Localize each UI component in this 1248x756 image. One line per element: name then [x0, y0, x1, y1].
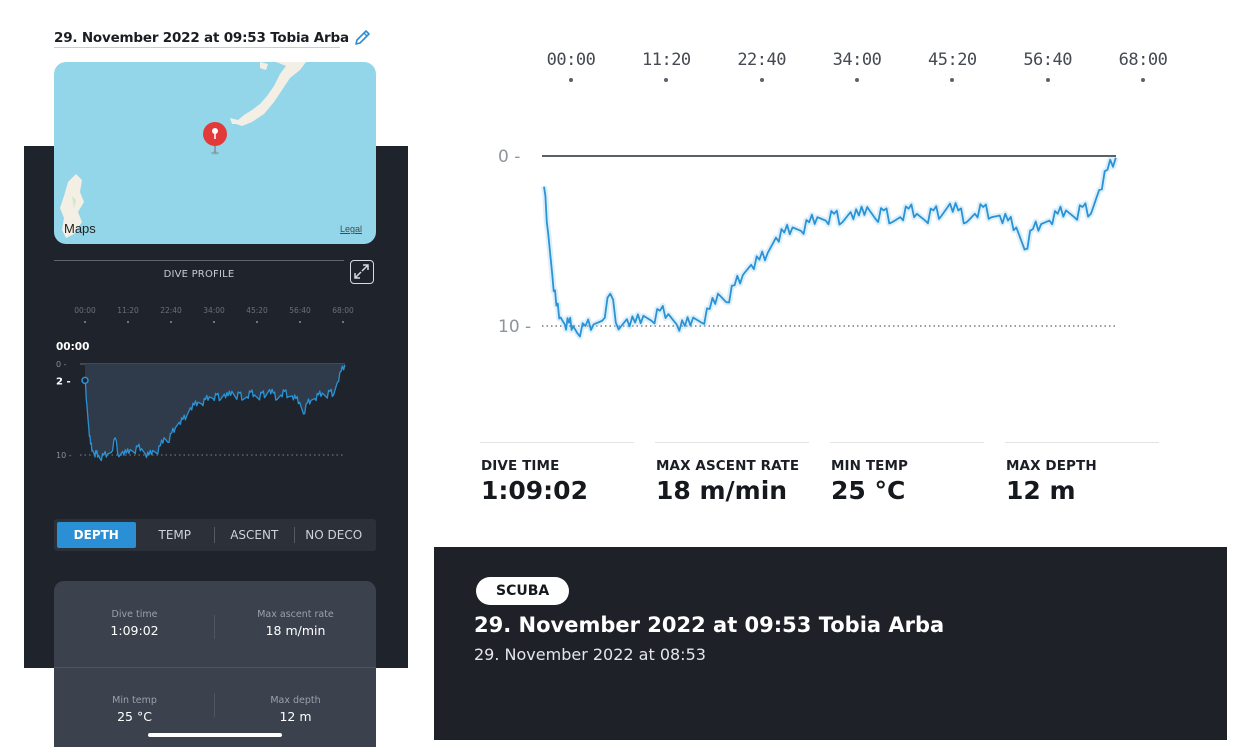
small-time-tick-dot: [256, 321, 258, 323]
metric-value: 1:09:02: [481, 476, 588, 505]
stat-value: 18 m/min: [265, 623, 326, 638]
tab-no-deco[interactable]: NO DECO: [305, 528, 363, 542]
time-tick-label: 56:40: [1023, 50, 1072, 70]
time-tick-label: 00:00: [546, 50, 596, 70]
small-time-tick-label: 45:20: [246, 306, 268, 315]
cursor-depth-label: 2 -: [56, 376, 71, 387]
time-tick-dot: [1141, 78, 1145, 82]
metric-divider: [1005, 442, 1159, 443]
small-time-tick-label: 00:00: [74, 306, 96, 315]
tab-separator: [293, 527, 295, 543]
stat-label: Max depth: [270, 695, 321, 706]
tab-ascent[interactable]: ASCENT: [230, 528, 279, 542]
stat-value: 25 °C: [117, 709, 152, 724]
phone-dive-title: 29. November 2022 at 09:53 Tobia Arba: [54, 30, 349, 46]
time-tick-dot: [855, 78, 859, 82]
metric-max-depth: MAX DEPTH 12 m: [1006, 458, 1097, 505]
dive-location-map[interactable]: Maps Legal: [54, 62, 376, 244]
metric-label: MIN TEMP: [831, 458, 909, 474]
time-tick-label: 34:00: [832, 50, 882, 70]
metric-label: MAX ASCENT RATE: [656, 458, 800, 474]
y-axis-label: 0 -: [56, 360, 67, 369]
time-tick-dot: [569, 78, 573, 82]
time-tick-label: 68:00: [1118, 50, 1168, 70]
metric-max-ascent-rate: MAX ASCENT RATE 18 m/min: [656, 458, 799, 505]
tab-temp[interactable]: TEMP: [158, 528, 191, 542]
stat-value: 12 m: [279, 709, 312, 724]
dive-type-badge: SCUBA: [476, 577, 570, 605]
profile-area: [85, 364, 345, 461]
dive-header-footer: SCUBA 29. November 2022 at 09:53 Tobia A…: [434, 547, 1227, 740]
metric-divider: [480, 442, 634, 443]
title-underline: [54, 47, 340, 48]
y-axis-label: 10 -: [498, 317, 531, 337]
small-time-tick-dot: [170, 321, 172, 323]
time-tick-dot: [1045, 78, 1050, 82]
small-time-tick-label: 68:00: [332, 306, 354, 315]
maps-logo: Maps: [64, 221, 96, 236]
small-time-tick-dot: [127, 321, 129, 323]
stat-max-ascent-rate: Max ascent rate 18 m/min: [215, 609, 376, 638]
metric-value: 12 m: [1006, 476, 1076, 505]
small-time-tick-dot: [84, 321, 86, 323]
stat-label: Max ascent rate: [257, 609, 334, 620]
depth-profile-line: [543, 157, 1117, 338]
time-tick-label: 22:40: [737, 50, 786, 70]
profile-glow: [541, 156, 1119, 340]
time-tick-dot: [759, 78, 764, 82]
metric-dive-time: DIVE TIME 1:09:02: [481, 458, 588, 505]
stat-max-depth: Max depth 12 m: [215, 695, 376, 724]
tab-depth[interactable]: DEPTH: [57, 522, 136, 548]
map-pin-icon[interactable]: [200, 120, 230, 156]
stats-divider: [54, 667, 376, 668]
expand-icon: [354, 264, 369, 279]
y-axis-label: 0 -: [498, 147, 520, 167]
stats-divider: [214, 693, 215, 717]
home-indicator[interactable]: [148, 733, 282, 737]
time-tick-label: 11:20: [641, 50, 691, 70]
stat-dive-time: Dive time 1:09:02: [54, 609, 215, 638]
map-land-shapes: [60, 62, 306, 238]
dive-subtitle: 29. November 2022 at 08:53: [474, 645, 706, 664]
metric-label: DIVE TIME: [481, 458, 560, 474]
time-tick-label: 45:20: [927, 50, 977, 70]
time-tick-dot: [664, 78, 669, 82]
time-tick-dot: [950, 78, 955, 82]
metric-divider: [830, 442, 984, 443]
metric-label: MAX DEPTH: [1006, 458, 1097, 474]
small-time-tick-label: 56:40: [289, 306, 311, 315]
chart-mode-tabs: DEPTH TEMP ASCENT NO DECO: [54, 519, 376, 551]
metric-min-temp: MIN TEMP 25 °C: [831, 458, 908, 505]
tab-separator: [214, 527, 215, 543]
expand-chart-button[interactable]: [350, 260, 374, 284]
small-time-tick-label: 34:00: [203, 306, 225, 315]
stats-divider: [214, 615, 215, 639]
cursor-marker: [81, 376, 89, 385]
small-time-tick-label: 22:40: [160, 306, 182, 315]
pencil-icon[interactable]: [352, 28, 372, 48]
small-time-tick-label: 11:20: [117, 306, 139, 315]
section-divider: [54, 260, 344, 261]
small-time-tick-dot: [299, 321, 301, 323]
metric-divider: [655, 442, 809, 443]
small-dive-profile-chart[interactable]: 0 - 10 - 2 -: [54, 356, 350, 468]
stat-label: Dive time: [111, 609, 158, 620]
small-time-tick-dot: [342, 321, 344, 323]
stat-min-temp: Min temp 25 °C: [54, 695, 215, 724]
dive-stats-card: Dive time 1:09:02 Max ascent rate 18 m/m…: [54, 581, 376, 747]
stat-value: 1:09:02: [110, 623, 159, 638]
dive-profile-chart[interactable]: 0 - 10 -: [480, 140, 1130, 350]
small-time-tick-dot: [213, 321, 215, 323]
cursor-time-readout: 00:00: [56, 341, 90, 353]
y-axis-label: 10 -: [56, 451, 72, 460]
metric-value: 25 °C: [831, 476, 906, 505]
stat-label: Min temp: [112, 695, 157, 706]
dive-profile-title: DIVE PROFILE: [163, 269, 235, 280]
dive-title: 29. November 2022 at 09:53 Tobia Arba: [474, 613, 945, 637]
metric-value: 18 m/min: [656, 476, 788, 505]
depth-profile-line: [84, 364, 346, 462]
maps-legal-link[interactable]: Legal: [339, 224, 362, 234]
maps-logo-text: Maps: [64, 221, 96, 236]
